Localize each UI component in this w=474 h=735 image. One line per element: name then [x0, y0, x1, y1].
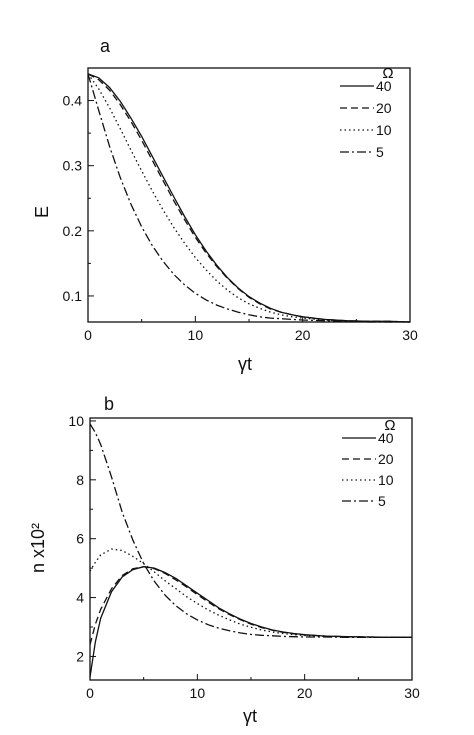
panel-a-plot-frame [87, 67, 411, 323]
x-tick-label: 20 [295, 327, 311, 343]
legend-title: Ω [384, 417, 395, 434]
series-line-40 [87, 73, 411, 323]
series-line-10 [87, 73, 410, 323]
y-tick-label: 10 [68, 413, 84, 429]
x-tick-label: 0 [84, 327, 92, 343]
panel-b-ticks: 0 10 20 30 2 4 6 8 10 [68, 413, 420, 701]
series-line-20 [89, 566, 412, 645]
panel-a-tag: a [100, 36, 111, 56]
x-tick-label: 20 [297, 685, 313, 701]
panel-a-y-axis-label: E [32, 206, 52, 218]
panel-a-x-axis-label: γt [238, 354, 252, 374]
series-line-5 [89, 423, 412, 638]
panel-b-chart: b 0 10 20 30 2 4 6 8 10 Ω40 20 10 5 n x10² γt [28, 394, 420, 726]
x-tick-label: 0 [86, 685, 94, 701]
panel-b-x-axis-label: γt [243, 706, 257, 726]
y-tick-label: 2 [76, 648, 84, 664]
panel-b-legend: Ω40 20 10 5 [342, 417, 396, 509]
y-tick-label: 4 [76, 590, 84, 606]
y-tick-label: 0.3 [63, 158, 83, 174]
x-tick-label: 10 [190, 685, 206, 701]
series-line-5 [87, 73, 410, 323]
panel-a-chart: a 0 10 20 30 0.1 0.2 0.3 0.4 Ω40 20 10 5 E γt [32, 36, 418, 374]
legend-label-10: 10 [378, 472, 394, 488]
panel-b-tag: b [104, 394, 114, 414]
legend-title: Ω [382, 65, 393, 82]
y-tick-label: 8 [76, 472, 84, 488]
y-tick-label: 6 [76, 531, 84, 547]
panel-b-plot-frame [89, 417, 413, 681]
legend-label-10: 10 [376, 122, 392, 138]
legend-label-20: 20 [378, 451, 394, 467]
x-tick-label: 30 [402, 327, 418, 343]
x-tick-label: 10 [188, 327, 204, 343]
legend-label-20: 20 [376, 100, 392, 116]
series-line-10 [89, 548, 412, 638]
series-line-20 [87, 73, 411, 323]
series-line-40 [89, 566, 412, 678]
x-tick-label: 30 [404, 685, 420, 701]
legend-label-5: 5 [378, 493, 386, 509]
legend-label-40: 40 [378, 430, 394, 446]
y-tick-label: 0.2 [63, 223, 83, 239]
y-tick-label: 0.4 [63, 93, 83, 109]
legend-label-5: 5 [376, 144, 384, 160]
panel-a-ticks: 0 10 20 30 0.1 0.2 0.3 0.4 [63, 67, 418, 343]
y-tick-label: 0.1 [63, 288, 83, 304]
legend-label-40: 40 [376, 78, 392, 94]
panel-a-series [87, 73, 411, 323]
panel-b-series [89, 423, 412, 678]
panel-b-y-axis-label: n x10² [28, 523, 48, 573]
panel-a-legend: Ω40 20 10 5 [340, 65, 394, 160]
